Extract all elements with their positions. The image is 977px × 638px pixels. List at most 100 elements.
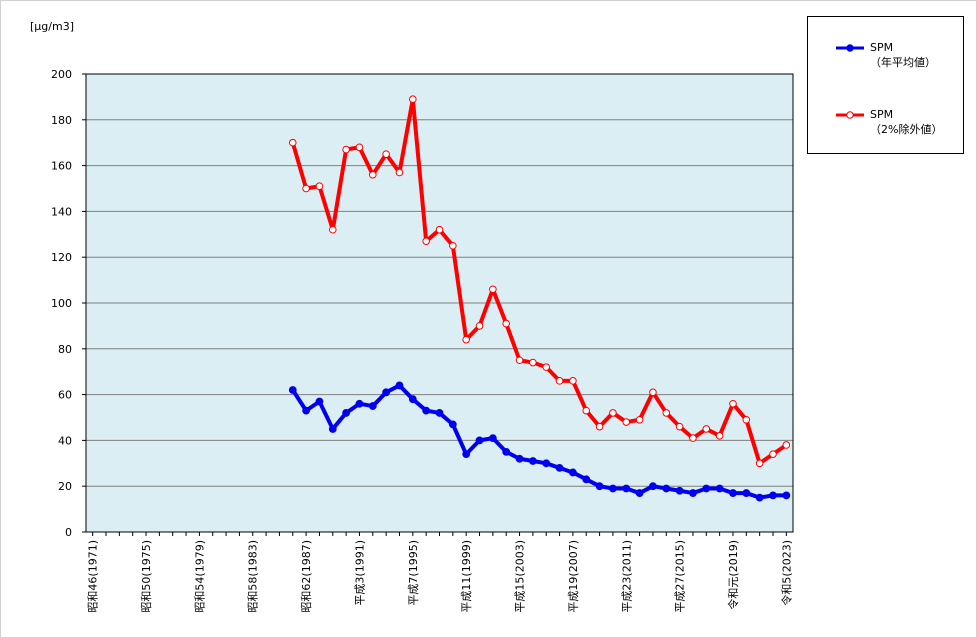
series-0-point <box>328 425 337 433</box>
y-tick-label: 40 <box>58 434 72 447</box>
series-1-point <box>489 285 497 294</box>
x-tick-label: 昭和62(1987) <box>300 540 313 613</box>
series-1-point <box>702 425 711 433</box>
series-1-point <box>609 409 617 417</box>
series-1-point <box>635 415 644 424</box>
series-0-point <box>435 409 444 417</box>
series-0-point <box>555 463 564 472</box>
series-1-point <box>395 168 404 177</box>
series-0-point <box>288 386 297 394</box>
series-0-point <box>702 484 711 493</box>
series-1-point <box>435 225 444 234</box>
series-0-point <box>755 493 764 502</box>
series-1-point <box>515 356 524 365</box>
series-0-point <box>742 489 751 497</box>
series-0-point <box>408 395 417 404</box>
series-0-point <box>649 482 657 491</box>
series-0-point <box>568 468 577 477</box>
series-1-point <box>622 418 631 426</box>
series-1-point <box>422 237 430 245</box>
x-tick-label: 昭和46(1971) <box>87 540 100 613</box>
y-tick-label: 0 <box>65 526 72 539</box>
x-tick-label: 平成23(2011) <box>620 540 633 613</box>
x-tick-label: 平成15(2003) <box>514 540 527 613</box>
legend-item-2pct-excluded: SPM （2%除外値） <box>836 108 956 150</box>
y-tick-label: 120 <box>51 251 72 264</box>
y-axis-unit: [μg/m3] <box>30 20 74 33</box>
series-1-point <box>782 441 791 449</box>
series-0-point <box>462 450 471 459</box>
series-1-point <box>328 225 337 234</box>
series-1-point <box>302 184 310 193</box>
legend-item-annual-mean: SPM （年平均値） <box>836 41 956 83</box>
series-0-point <box>315 397 324 406</box>
legend-sublabel-2pct-excluded: （2%除外値） <box>870 123 943 136</box>
x-tick-label: 平成27(2015) <box>674 540 687 613</box>
series-0-point <box>382 388 391 397</box>
series-1-point <box>755 459 764 468</box>
series-0-point <box>488 434 497 443</box>
series-0-point <box>368 402 377 410</box>
x-tick-label: 令和5(2023) <box>779 540 793 606</box>
x-tick-label: 平成3(1991) <box>353 540 366 606</box>
series-1-point <box>569 377 577 385</box>
series-1-point <box>355 143 364 152</box>
legend-swatch-2pct-excluded <box>836 111 864 119</box>
y-tick-label: 100 <box>51 297 72 310</box>
series-1-point <box>689 434 697 442</box>
legend-label-annual-mean: SPM <box>870 41 894 54</box>
y-tick-label: 80 <box>58 343 72 356</box>
series-1-point <box>649 388 657 397</box>
y-tick-label: 60 <box>58 389 72 402</box>
series-1-point <box>475 322 484 330</box>
series-0-point <box>689 489 697 497</box>
series-1-point <box>462 335 470 344</box>
x-tick-label: 平成7(1995) <box>407 540 420 606</box>
series-0-point <box>542 459 551 468</box>
series-1-point <box>449 241 457 250</box>
legend-sublabel-annual-mean: （年平均値） <box>870 56 936 69</box>
x-tick-label: 平成11(1999) <box>460 540 473 613</box>
series-1-point <box>675 422 684 431</box>
x-tick-label: 令和元(2019) <box>726 540 740 610</box>
series-1-point <box>315 182 324 191</box>
series-0-point <box>729 489 737 497</box>
series-1-point <box>369 170 377 179</box>
series-0-point <box>475 436 484 445</box>
series-1-point <box>342 145 350 154</box>
series-0-point <box>302 406 311 415</box>
series-0-point <box>635 489 644 497</box>
series-1-point <box>529 358 537 367</box>
series-1-point <box>769 450 777 458</box>
series-0-point <box>769 491 777 500</box>
x-tick-label: 昭和54(1979) <box>193 540 206 613</box>
series-0-point <box>422 406 431 415</box>
legend: SPM （年平均値） SPM （2%除外値） <box>807 16 964 154</box>
y-tick-label: 160 <box>51 160 72 173</box>
series-0-point <box>502 447 511 456</box>
series-0-point <box>715 484 724 493</box>
series-0-point <box>582 475 591 484</box>
series-0-point <box>342 409 351 417</box>
x-tick-label: 平成19(2007) <box>567 540 580 613</box>
series-1-point <box>715 432 724 440</box>
series-0-point <box>782 491 791 500</box>
series-0-point <box>622 484 631 493</box>
series-1-point <box>382 150 390 158</box>
legend-label-2pct-excluded: SPM <box>870 108 894 121</box>
series-1-point <box>288 138 297 147</box>
series-1-point <box>595 422 604 431</box>
series-1-point <box>555 377 564 385</box>
series-1-point <box>662 409 671 417</box>
y-tick-label: 140 <box>51 205 72 218</box>
y-tick-label: 200 <box>51 68 72 81</box>
series-0-point <box>609 484 617 493</box>
series-0-point <box>395 381 404 390</box>
series-1-point <box>742 415 751 424</box>
y-tick-label: 180 <box>51 114 72 127</box>
series-0-point <box>515 454 524 463</box>
series-1-point <box>409 95 417 103</box>
series-0-point <box>662 484 671 493</box>
x-tick-label: 昭和50(1975) <box>140 540 153 613</box>
